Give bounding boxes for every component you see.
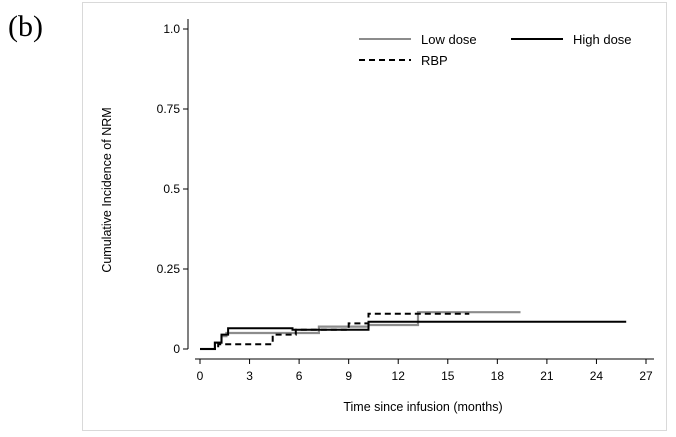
y-tick-label: 0.5: [163, 182, 180, 196]
y-tick-label: 1.0: [163, 22, 180, 36]
x-axis: 0 3 6 9 12 15 18 21 24 27: [195, 358, 654, 383]
x-tick-label: 9: [345, 369, 352, 383]
legend: Low dose High dose RBP: [359, 32, 632, 68]
y-tick-label: 0.25: [157, 262, 181, 276]
x-tick-label: 6: [296, 369, 303, 383]
x-tick-label: 12: [392, 369, 406, 383]
x-tick-label: 0: [197, 369, 204, 383]
x-tick-label: 18: [491, 369, 505, 383]
x-tick-label: 15: [441, 369, 455, 383]
y-tick-label: 0: [173, 342, 180, 356]
x-tick-label: 3: [246, 369, 253, 383]
plot-panel-border: [82, 2, 667, 431]
x-tick-label: 27: [639, 369, 653, 383]
legend-label: RBP: [421, 53, 448, 68]
x-tick-label: 24: [590, 369, 604, 383]
x-axis-title: Time since infusion (months): [343, 400, 502, 414]
x-tick-label: 21: [540, 369, 554, 383]
legend-label: High dose: [573, 32, 632, 47]
series-layer: [200, 311, 627, 351]
y-axis-title: Cumulative Incidence of NRM: [100, 107, 114, 272]
panel-label: (b): [8, 10, 43, 43]
series-line-rbp: [200, 312, 470, 350]
legend-label: Low dose: [421, 32, 477, 47]
y-axis: 0 0.25 0.5 0.75 1.0: [157, 19, 189, 356]
y-tick-label: 0.75: [157, 102, 181, 116]
series-line-high-dose: [200, 320, 627, 350]
